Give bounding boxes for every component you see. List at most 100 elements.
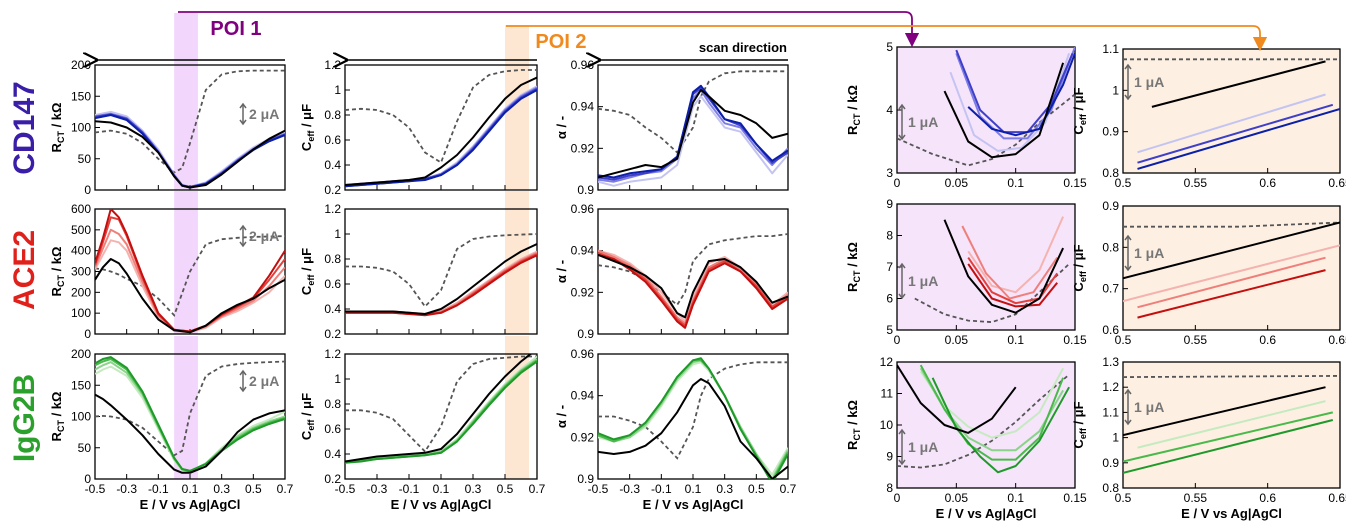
x-tick-label: -0.5 bbox=[85, 482, 106, 496]
current-scale-bar: 2 μA bbox=[239, 224, 279, 248]
current-scale-bar: 1 μA bbox=[898, 103, 938, 141]
y-tick-label: 0.9 bbox=[1102, 199, 1119, 213]
series-shade1 bbox=[1137, 93, 1326, 154]
panel-zoom-rct-ace2: 5 6 7 8 9 0 0.05 0.1 0.15 RCT / kΩ 1 μA bbox=[845, 197, 1087, 347]
y-tick-label: 8 bbox=[886, 229, 893, 243]
scale-bar-label: 2 μA bbox=[249, 106, 279, 122]
y-axis-label: RCT / kΩ bbox=[49, 247, 66, 297]
y-axis-label: Ceff / μF bbox=[299, 248, 316, 295]
series-shade4 bbox=[95, 356, 285, 472]
panel-background bbox=[1123, 49, 1340, 173]
y-tick-label: 8 bbox=[886, 481, 893, 495]
plot-frame bbox=[1122, 361, 1341, 489]
y-tick-label: 150 bbox=[71, 378, 91, 392]
panel-rct-igg2b: 0 50 100 150 200 -0.5 -0.3 -0.1 0.1 0.3 0.5 0.7 RCT … bbox=[49, 336, 294, 512]
series-dashed-current bbox=[95, 360, 285, 457]
y-tick-label: 1 bbox=[334, 227, 341, 241]
series-group bbox=[1123, 221, 1340, 319]
series-dashed-current bbox=[897, 93, 1075, 167]
series-group bbox=[1123, 375, 1340, 474]
series-black bbox=[95, 393, 285, 474]
x-tick-label: -0.5 bbox=[588, 482, 609, 496]
current-scale-bar: 1 μA bbox=[1124, 388, 1164, 426]
y-tick-label: 100 bbox=[71, 306, 91, 320]
y-tick-label: 7 bbox=[886, 260, 893, 274]
x-tick-label: 0.65 bbox=[1328, 491, 1346, 505]
y-tick-label: 100 bbox=[71, 121, 91, 135]
y-axis-label: RCT / kΩ bbox=[845, 242, 862, 292]
row-label-ace2: ACE2 bbox=[8, 230, 41, 310]
series-shade1 bbox=[919, 367, 1064, 439]
x-tick-label: 0.5 bbox=[497, 482, 514, 496]
series-black bbox=[1151, 60, 1326, 108]
y-tick-label: 0 bbox=[84, 183, 91, 197]
series-shade4 bbox=[345, 360, 537, 464]
y-tick-label: 0.6 bbox=[324, 422, 341, 436]
series-black bbox=[598, 89, 788, 179]
x-axis-label: E / V vs Ag|AgCl bbox=[1181, 506, 1282, 521]
y-tick-label: 9 bbox=[886, 197, 893, 211]
x-tick-label: 0.1 bbox=[1007, 333, 1024, 347]
y-tick-label: 0.8 bbox=[324, 397, 341, 411]
y-tick-label: 0.9 bbox=[1102, 125, 1119, 139]
series-black bbox=[1123, 221, 1340, 280]
y-tick-label: 500 bbox=[71, 223, 91, 237]
row-label-igg2b: IgG2B bbox=[8, 374, 41, 462]
series-shade1 bbox=[1137, 400, 1326, 449]
y-tick-label: 0.9 bbox=[577, 472, 594, 486]
series-shade4 bbox=[1123, 419, 1334, 474]
y-axis-label: α / - bbox=[554, 260, 569, 283]
panel-zoom-rct-cd147: 3 4 5 0 0.05 0.1 0.15 RCT / kΩ 1 μA bbox=[845, 40, 1087, 190]
x-tick-label: 0.1 bbox=[1007, 491, 1024, 505]
panel-alpha-igg2b: 0.9 0.92 0.94 0.96 -0.5 -0.3 -0.1 0.1 0.3 0.5 0.7 α… bbox=[554, 347, 797, 512]
y-tick-label: 100 bbox=[71, 410, 91, 424]
series-shade4 bbox=[598, 84, 788, 179]
panel-ceff-ace2: 0.2 0.4 0.6 0.8 1 1.2 Ceff / μF bbox=[299, 191, 538, 341]
series-shade3 bbox=[955, 49, 1074, 134]
y-tick-label: 200 bbox=[71, 347, 91, 361]
series-shade4 bbox=[1137, 269, 1326, 319]
scale-bar-label: 1 μA bbox=[1134, 399, 1164, 415]
x-tick-label: -0.3 bbox=[116, 482, 137, 496]
series-black bbox=[345, 76, 537, 186]
y-axis-label: α / - bbox=[554, 116, 569, 139]
y-tick-label: 12 bbox=[880, 355, 894, 369]
y-tick-label: 1.2 bbox=[324, 58, 341, 72]
x-axis-label: E / V vs Ag|AgCl bbox=[391, 497, 492, 512]
x-tick-label: 0.6 bbox=[1259, 176, 1276, 190]
y-tick-label: 1.1 bbox=[1102, 42, 1119, 56]
series-shade4 bbox=[345, 254, 537, 317]
series-shade4 bbox=[967, 52, 1075, 137]
x-tick-label: 0.5 bbox=[1115, 176, 1132, 190]
y-tick-label: 150 bbox=[71, 89, 91, 103]
panel-alpha-cd147: 0.9 0.92 0.94 0.96 α / - bbox=[554, 58, 789, 197]
x-tick-label: 0.1 bbox=[182, 482, 199, 496]
series-group bbox=[345, 233, 537, 317]
y-tick-label: 0.7 bbox=[1102, 282, 1119, 296]
y-tick-label: 0.8 bbox=[1102, 481, 1119, 495]
series-dashed-current bbox=[598, 233, 788, 307]
y-axis-label: Ceff / μF bbox=[299, 393, 316, 440]
scale-bar-label: 2 μA bbox=[249, 373, 279, 389]
y-tick-label: 0.92 bbox=[571, 430, 595, 444]
x-tick-label: -0.3 bbox=[367, 482, 388, 496]
y-tick-label: 0 bbox=[84, 327, 91, 341]
y-tick-label: 3 bbox=[886, 166, 893, 180]
series-shade4 bbox=[345, 89, 537, 188]
series-group bbox=[95, 356, 285, 474]
poi-band bbox=[174, 13, 198, 190]
poi2-connector-arrow bbox=[506, 25, 1268, 52]
series-group bbox=[897, 47, 1075, 167]
series-group bbox=[598, 233, 788, 329]
series-shade3 bbox=[967, 257, 1059, 305]
y-tick-label: 200 bbox=[71, 58, 91, 72]
panel-ceff-igg2b: 0.2 0.4 0.6 0.8 1 1.2 -0.5 -0.3 -0.1 0.1 0.3 0.5 0.7… bbox=[299, 336, 546, 512]
scale-bar-label: 1 μA bbox=[1134, 245, 1164, 261]
y-tick-label: 6 bbox=[886, 292, 893, 306]
y-axis-label: α / - bbox=[554, 405, 569, 428]
scale-bar-label: 1 μA bbox=[1134, 74, 1164, 90]
y-axis-label: Ceff / μF bbox=[1071, 401, 1088, 448]
y-tick-label: 1 bbox=[1112, 431, 1119, 445]
panel-zoom-rct-igg2b: 8 9 10 11 12 0 0.05 0.1 0.15 RCT / kΩ 1 μA E / V vs… bbox=[845, 355, 1087, 521]
